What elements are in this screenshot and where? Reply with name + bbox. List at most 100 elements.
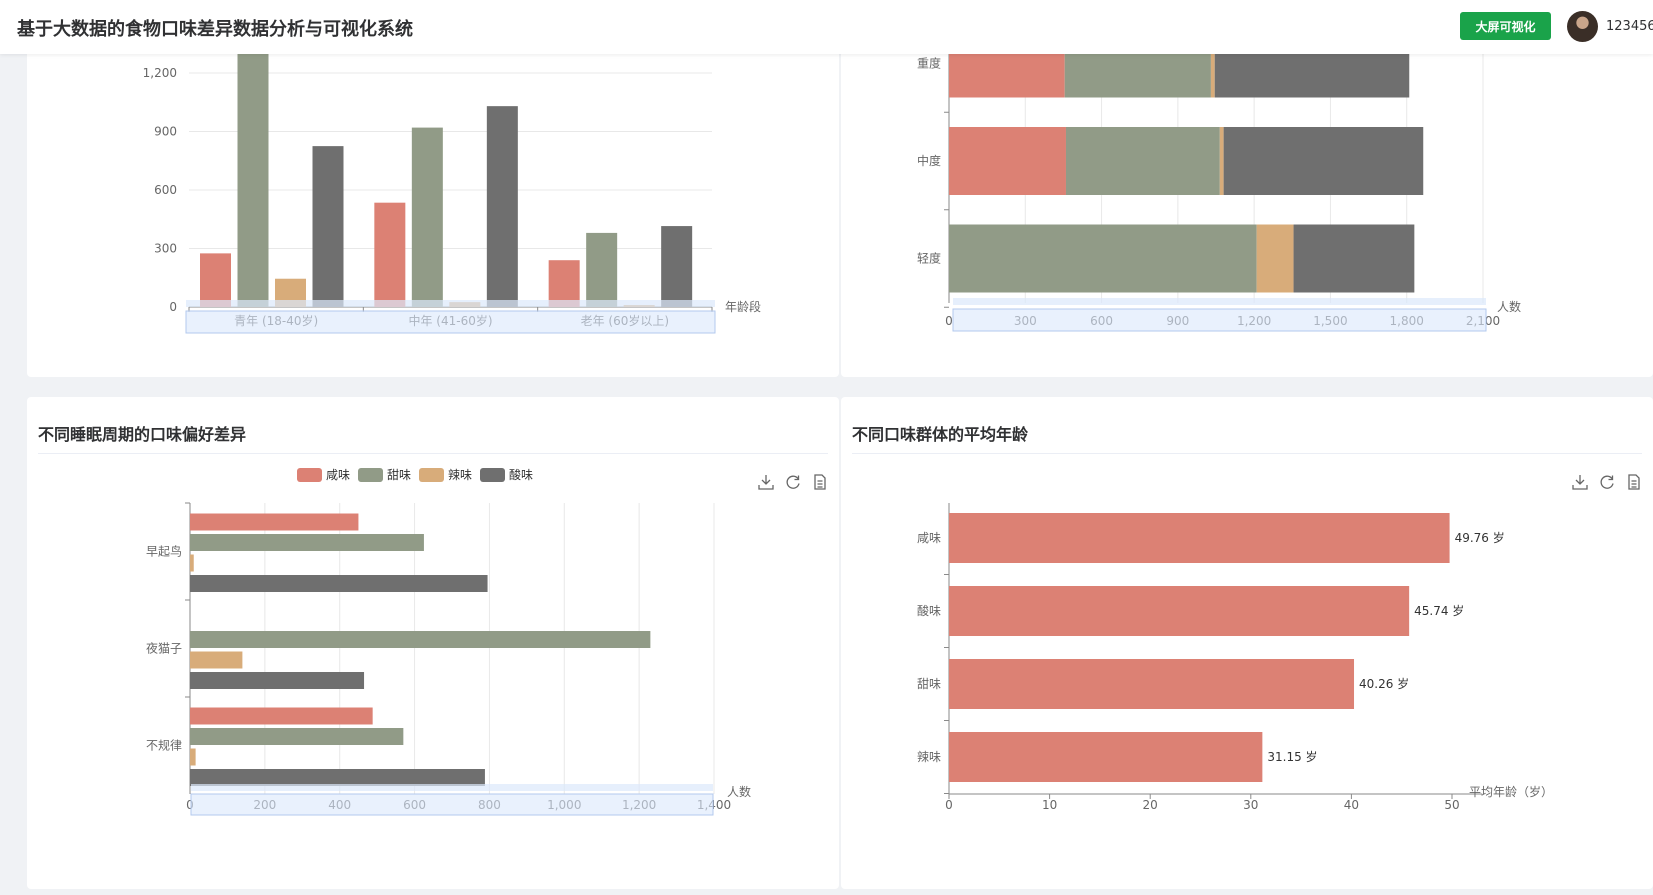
y-tick-label: 300 [154,242,177,256]
bar-甜味 [949,659,1355,709]
x-tick-label: 30 [1243,798,1258,812]
bigscreen-button[interactable]: 大屏可视化 [1460,12,1551,40]
bar-咸味-中年41-60岁 [374,202,406,307]
x-tick-label: 0 [945,798,953,812]
bar-酸味-青年18-40岁 [312,146,344,307]
bar-辣味-夜猫子 [190,651,243,669]
legend-swatch-咸味 [297,468,322,482]
legend-swatch-辣味 [419,468,444,482]
card-title-sleep-cycle: 不同睡眠周期的口味偏好差异 [38,425,247,444]
legend-swatch-甜味 [358,468,383,482]
x-tick-label: 40 [1344,798,1359,812]
bar-酸味-夜猫子 [190,672,365,689]
bar-甜味-中度 [1065,127,1220,195]
data-view-icon[interactable] [811,473,829,491]
datazoom-bar [953,298,1486,305]
legend-label-咸味: 咸味 [326,468,350,482]
y-tick-label: 0 [169,300,177,314]
bar-甜味-青年18-40岁 [237,45,269,307]
bar-甜味-老年60岁以上 [586,232,618,307]
sleep-cycle-taste-card: 不同睡眠周期的口味偏好差异 02004006008001,0001,2001,4… [27,397,839,889]
value-label: 45.74 岁 [1414,603,1464,618]
y-tick-label: 轻度 [917,251,941,266]
sleep-cycle-taste-chart: 02004006008001,0001,2001,400不规律夜猫子早起鸟咸味甜… [146,467,751,816]
bar-辣味-不规律 [190,748,196,766]
y-tick-label: 600 [154,183,177,197]
x-axis-name: 人数 [727,784,751,799]
card-divider [852,453,1642,454]
bar-咸味-中度 [949,127,1066,195]
datazoom-bar [191,784,713,791]
bar-酸味-不规律 [190,769,485,786]
y-tick-label: 重度 [917,56,941,71]
top-header: 基于大数据的食物口味差异数据分析与可视化系统 大屏可视化 123456 [0,0,1653,54]
y-tick-label: 甜味 [917,677,941,691]
user-avatar[interactable] [1567,11,1598,42]
taste-average-age-chart: 0 10 20 30 40 50 辣味 31.15 岁 甜味 40.26 岁 酸味 45.74 岁 咸味… [917,503,1553,812]
app-title: 基于大数据的食物口味差异数据分析与可视化系统 [17,19,413,40]
bar-辣味 [949,732,1263,782]
datazoom-slider [952,308,1487,332]
x-axis-name: 年龄段 [725,299,761,314]
card-divider [38,453,828,454]
value-label: 49.76 岁 [1455,530,1505,545]
bar-酸味-早起鸟 [190,575,488,592]
legend-label-辣味: 辣味 [448,468,472,482]
bar-酸味 [949,586,1410,636]
bar-酸味-中度 [1223,127,1424,195]
value-label: 31.15 岁 [1267,749,1317,764]
y-tick-label: 酸味 [917,603,941,618]
datazoom-slider [185,310,716,334]
bar-甜味-轻度 [949,224,1257,293]
download-icon[interactable] [1571,473,1589,491]
bar-辣味-早起鸟 [190,554,194,572]
datazoom-slider [190,793,714,816]
chart-toolbox [757,473,829,491]
y-tick-label: 不规律 [146,738,182,753]
refresh-icon[interactable] [784,473,802,491]
y-tick-label: 咸味 [917,531,941,545]
y-tick-label: 早起鸟 [146,544,182,559]
bar-咸味-早起鸟 [190,513,359,531]
x-tick-label: 20 [1143,798,1158,812]
bar-辣味-轻度 [1256,224,1294,293]
bar-咸味-老年60岁以上 [548,260,580,307]
x-tick-label: 0 [186,798,194,812]
bar-酸味-中年41-60岁 [486,106,518,308]
data-view-icon[interactable] [1625,473,1643,491]
taste-average-age-card: 不同口味群体的平均年龄 0 10 20 30 40 50 辣味 31.15 岁 甜味 40.26 … [841,397,1653,889]
bar-酸味-轻度 [1293,224,1415,293]
refresh-icon[interactable] [1598,473,1616,491]
datazoom-bar [186,300,715,307]
x-axis-name: 平均年龄（岁） [1469,784,1553,799]
bar-甜味-中年41-60岁 [411,127,443,307]
bar-甜味-不规律 [190,728,404,745]
chart-toolbox [1571,473,1643,491]
legend-label-甜味: 甜味 [387,468,411,482]
download-icon[interactable] [757,473,775,491]
legend-swatch-酸味 [480,468,505,482]
bar-酸味-老年60岁以上 [661,226,693,307]
y-tick-label: 夜猫子 [146,641,182,656]
y-tick-label: 900 [154,125,177,139]
bar-辣味-重度 [1210,30,1215,98]
bar-辣味-中度 [1219,127,1224,195]
legend-label-酸味: 酸味 [509,467,533,482]
bar-甜味-早起鸟 [190,534,424,551]
bar-咸味 [949,513,1450,563]
bar-咸味-青年18-40岁 [200,253,231,307]
value-label: 40.26 岁 [1359,676,1409,691]
x-axis-name: 人数 [1497,299,1521,314]
y-tick-label: 中度 [917,153,941,168]
x-tick-label: 0 [945,314,953,328]
username[interactable]: 123456 [1606,19,1653,34]
x-tick-label: 50 [1444,798,1459,812]
y-tick-label: 辣味 [917,750,941,764]
y-tick-label: 1,200 [143,66,177,80]
card-title-average-age: 不同口味群体的平均年龄 [852,425,1029,444]
bar-咸味-不规律 [190,707,373,725]
